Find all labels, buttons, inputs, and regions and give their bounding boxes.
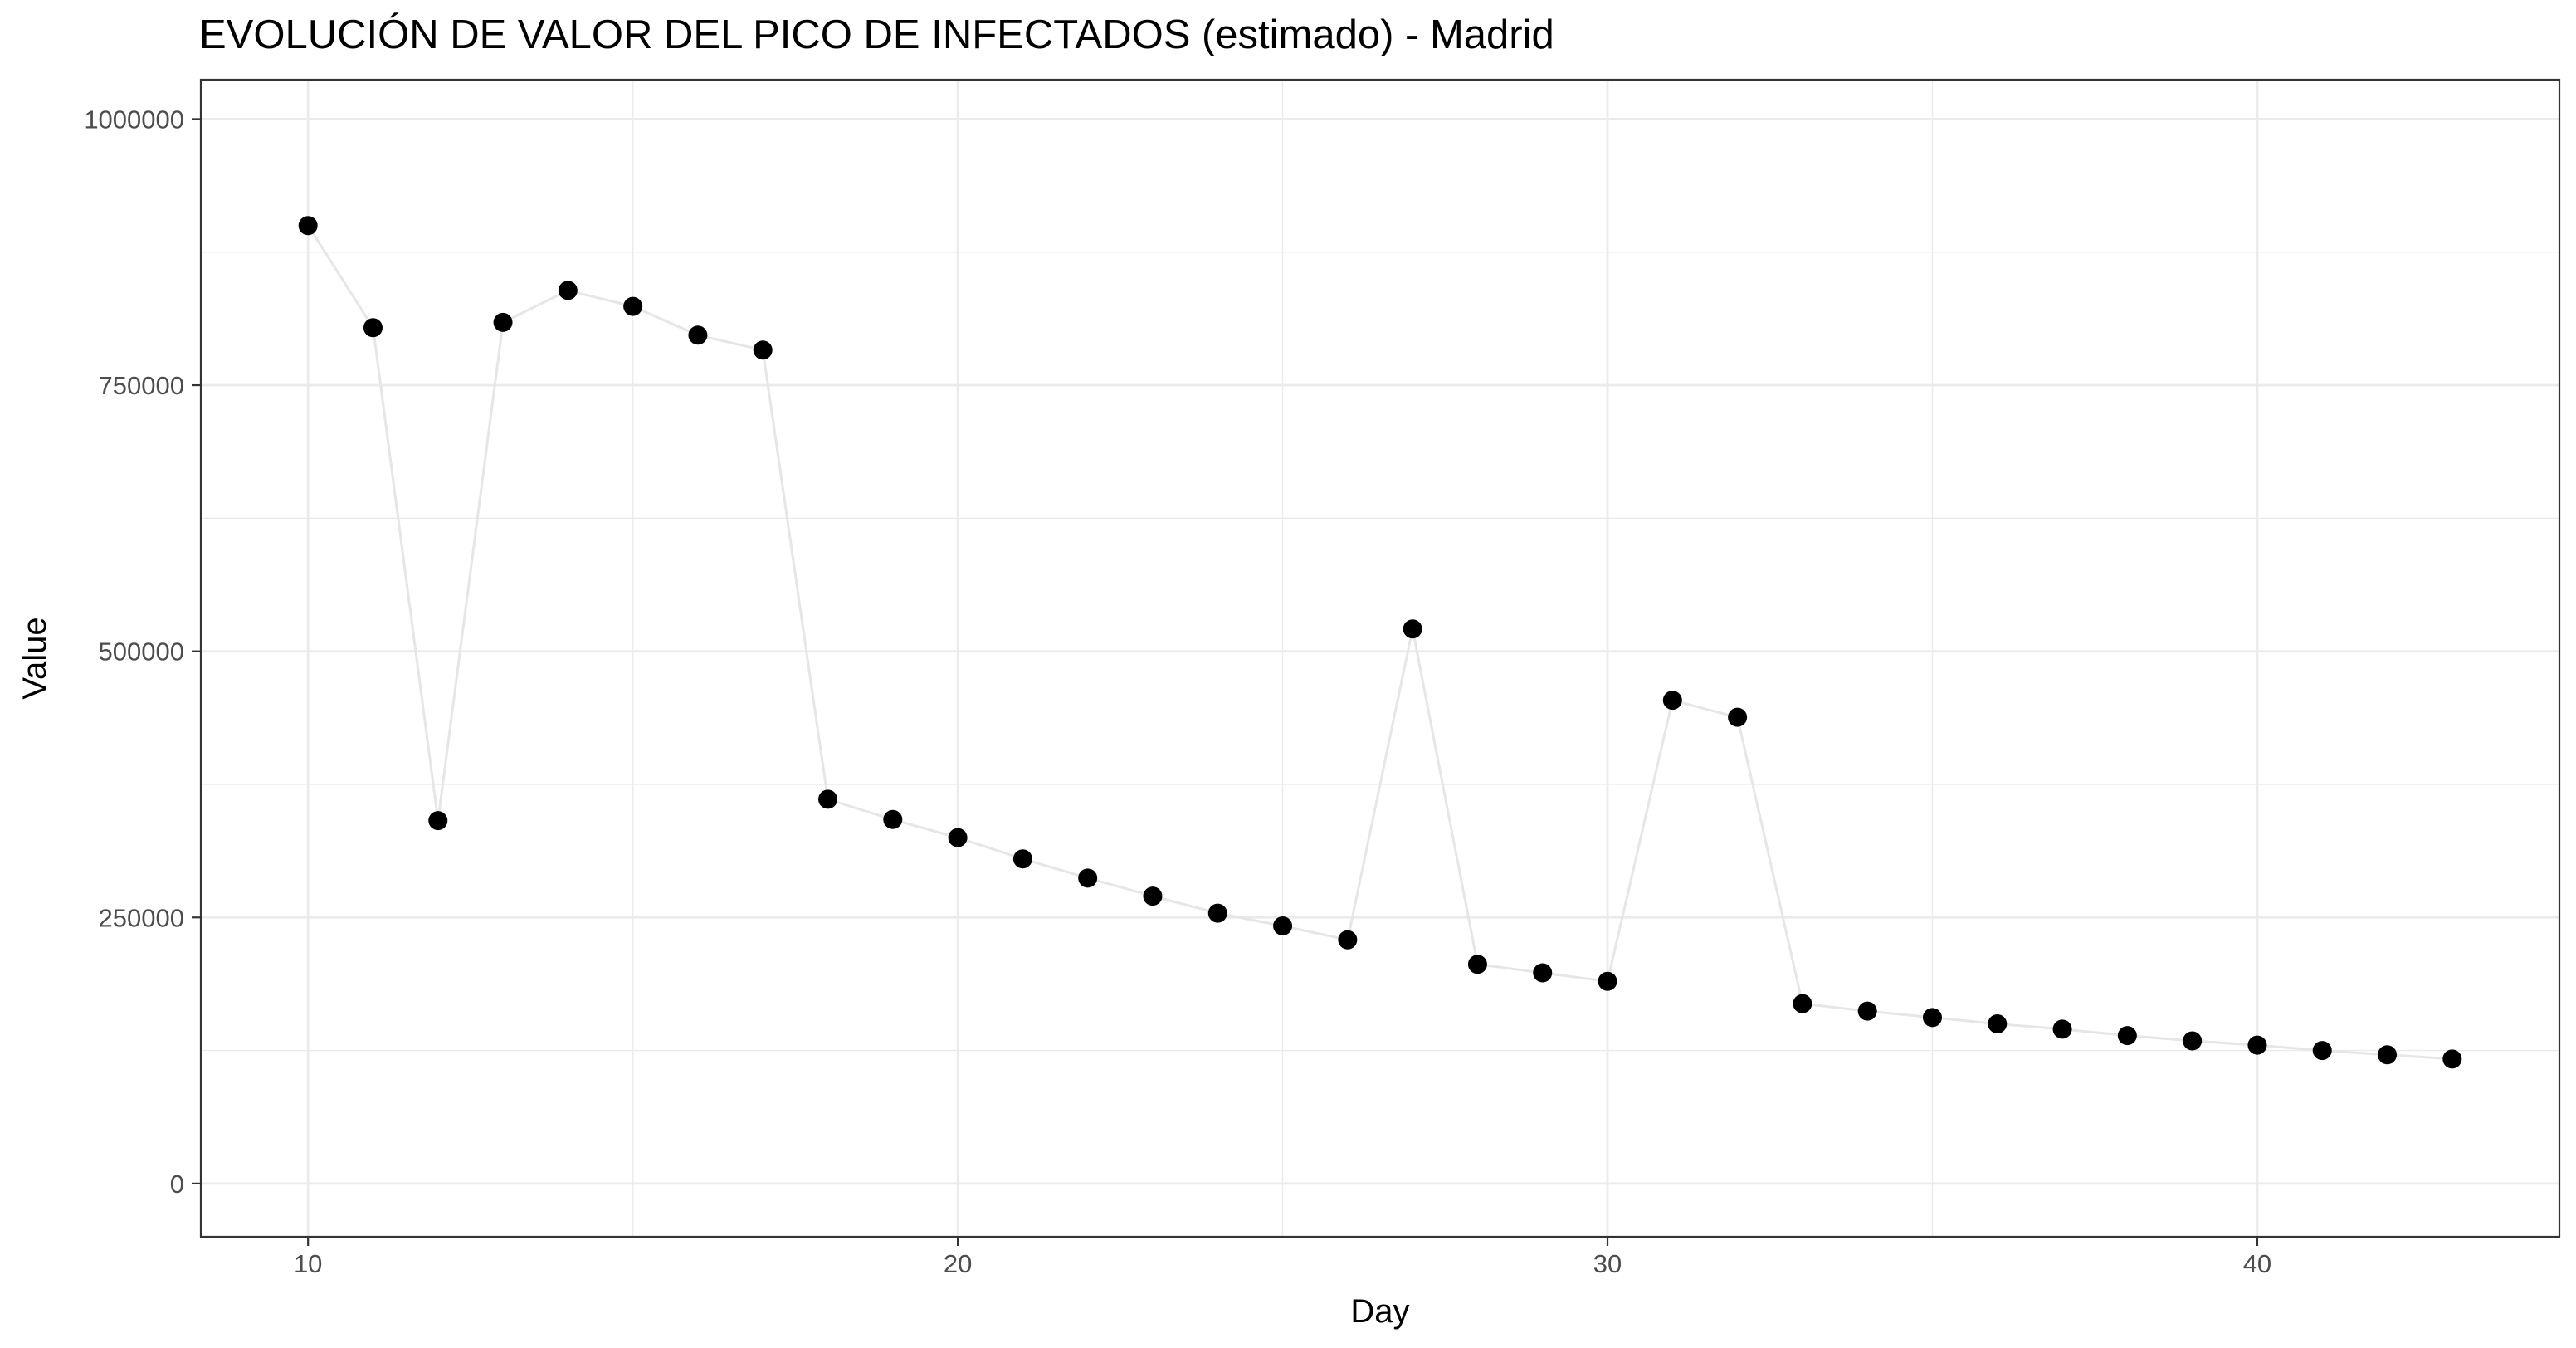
data-point [363,318,383,338]
data-point [2117,1026,2137,1046]
data-point [1533,963,1553,983]
data-point [2312,1041,2332,1061]
x-tick-label: 10 [294,1249,322,1278]
data-point [1922,1008,1942,1028]
grid-major [201,80,2559,1237]
x-tick-label: 30 [1593,1249,1622,1278]
data-point [1338,930,1358,950]
data-point [2183,1031,2203,1051]
y-tick-label: 250000 [99,903,184,932]
data-point [1857,1001,1877,1021]
y-tick-label: 0 [170,1170,184,1199]
y-tick-label: 750000 [99,371,184,400]
data-point [493,312,513,332]
chart-title: EVOLUCIÓN DE VALOR DEL PICO DE INFECTADO… [199,12,1554,57]
x-axis-title: Day [1350,1293,1409,1330]
data-point [1467,955,1487,974]
data-point [2442,1049,2462,1069]
series-connecting-line [306,224,2452,1061]
data-point [753,340,773,360]
series-line [306,224,2452,1061]
data-point [2247,1035,2267,1055]
data-points [298,216,2462,1069]
data-point [1012,849,1032,869]
data-point [883,809,903,829]
data-point [818,789,838,809]
x-axis: 10 20 30 40 [294,1237,2271,1278]
data-point [1403,619,1422,639]
data-point [623,296,643,316]
y-tick-label: 500000 [99,637,184,667]
x-tick-label: 20 [944,1249,972,1278]
data-point [1988,1014,2008,1034]
data-point [948,828,968,847]
y-axis: 0 250000 500000 750000 1000000 [84,105,201,1199]
data-point [688,325,708,345]
data-point [558,281,578,300]
data-point [298,216,318,236]
data-point [1598,971,1617,991]
data-point [1143,886,1163,906]
data-point [1078,868,1098,888]
data-point [1208,903,1227,923]
data-point [1273,916,1293,936]
data-point [428,811,448,831]
y-tick-label: 1000000 [84,105,184,134]
data-point [1662,691,1682,711]
data-point [1728,707,1748,727]
panel-border [199,78,2561,1238]
data-point [1793,994,1812,1013]
data-point [2378,1045,2398,1065]
y-axis-title: Value [17,617,53,699]
x-tick-label: 40 [2243,1249,2271,1278]
data-point [2052,1019,2072,1039]
